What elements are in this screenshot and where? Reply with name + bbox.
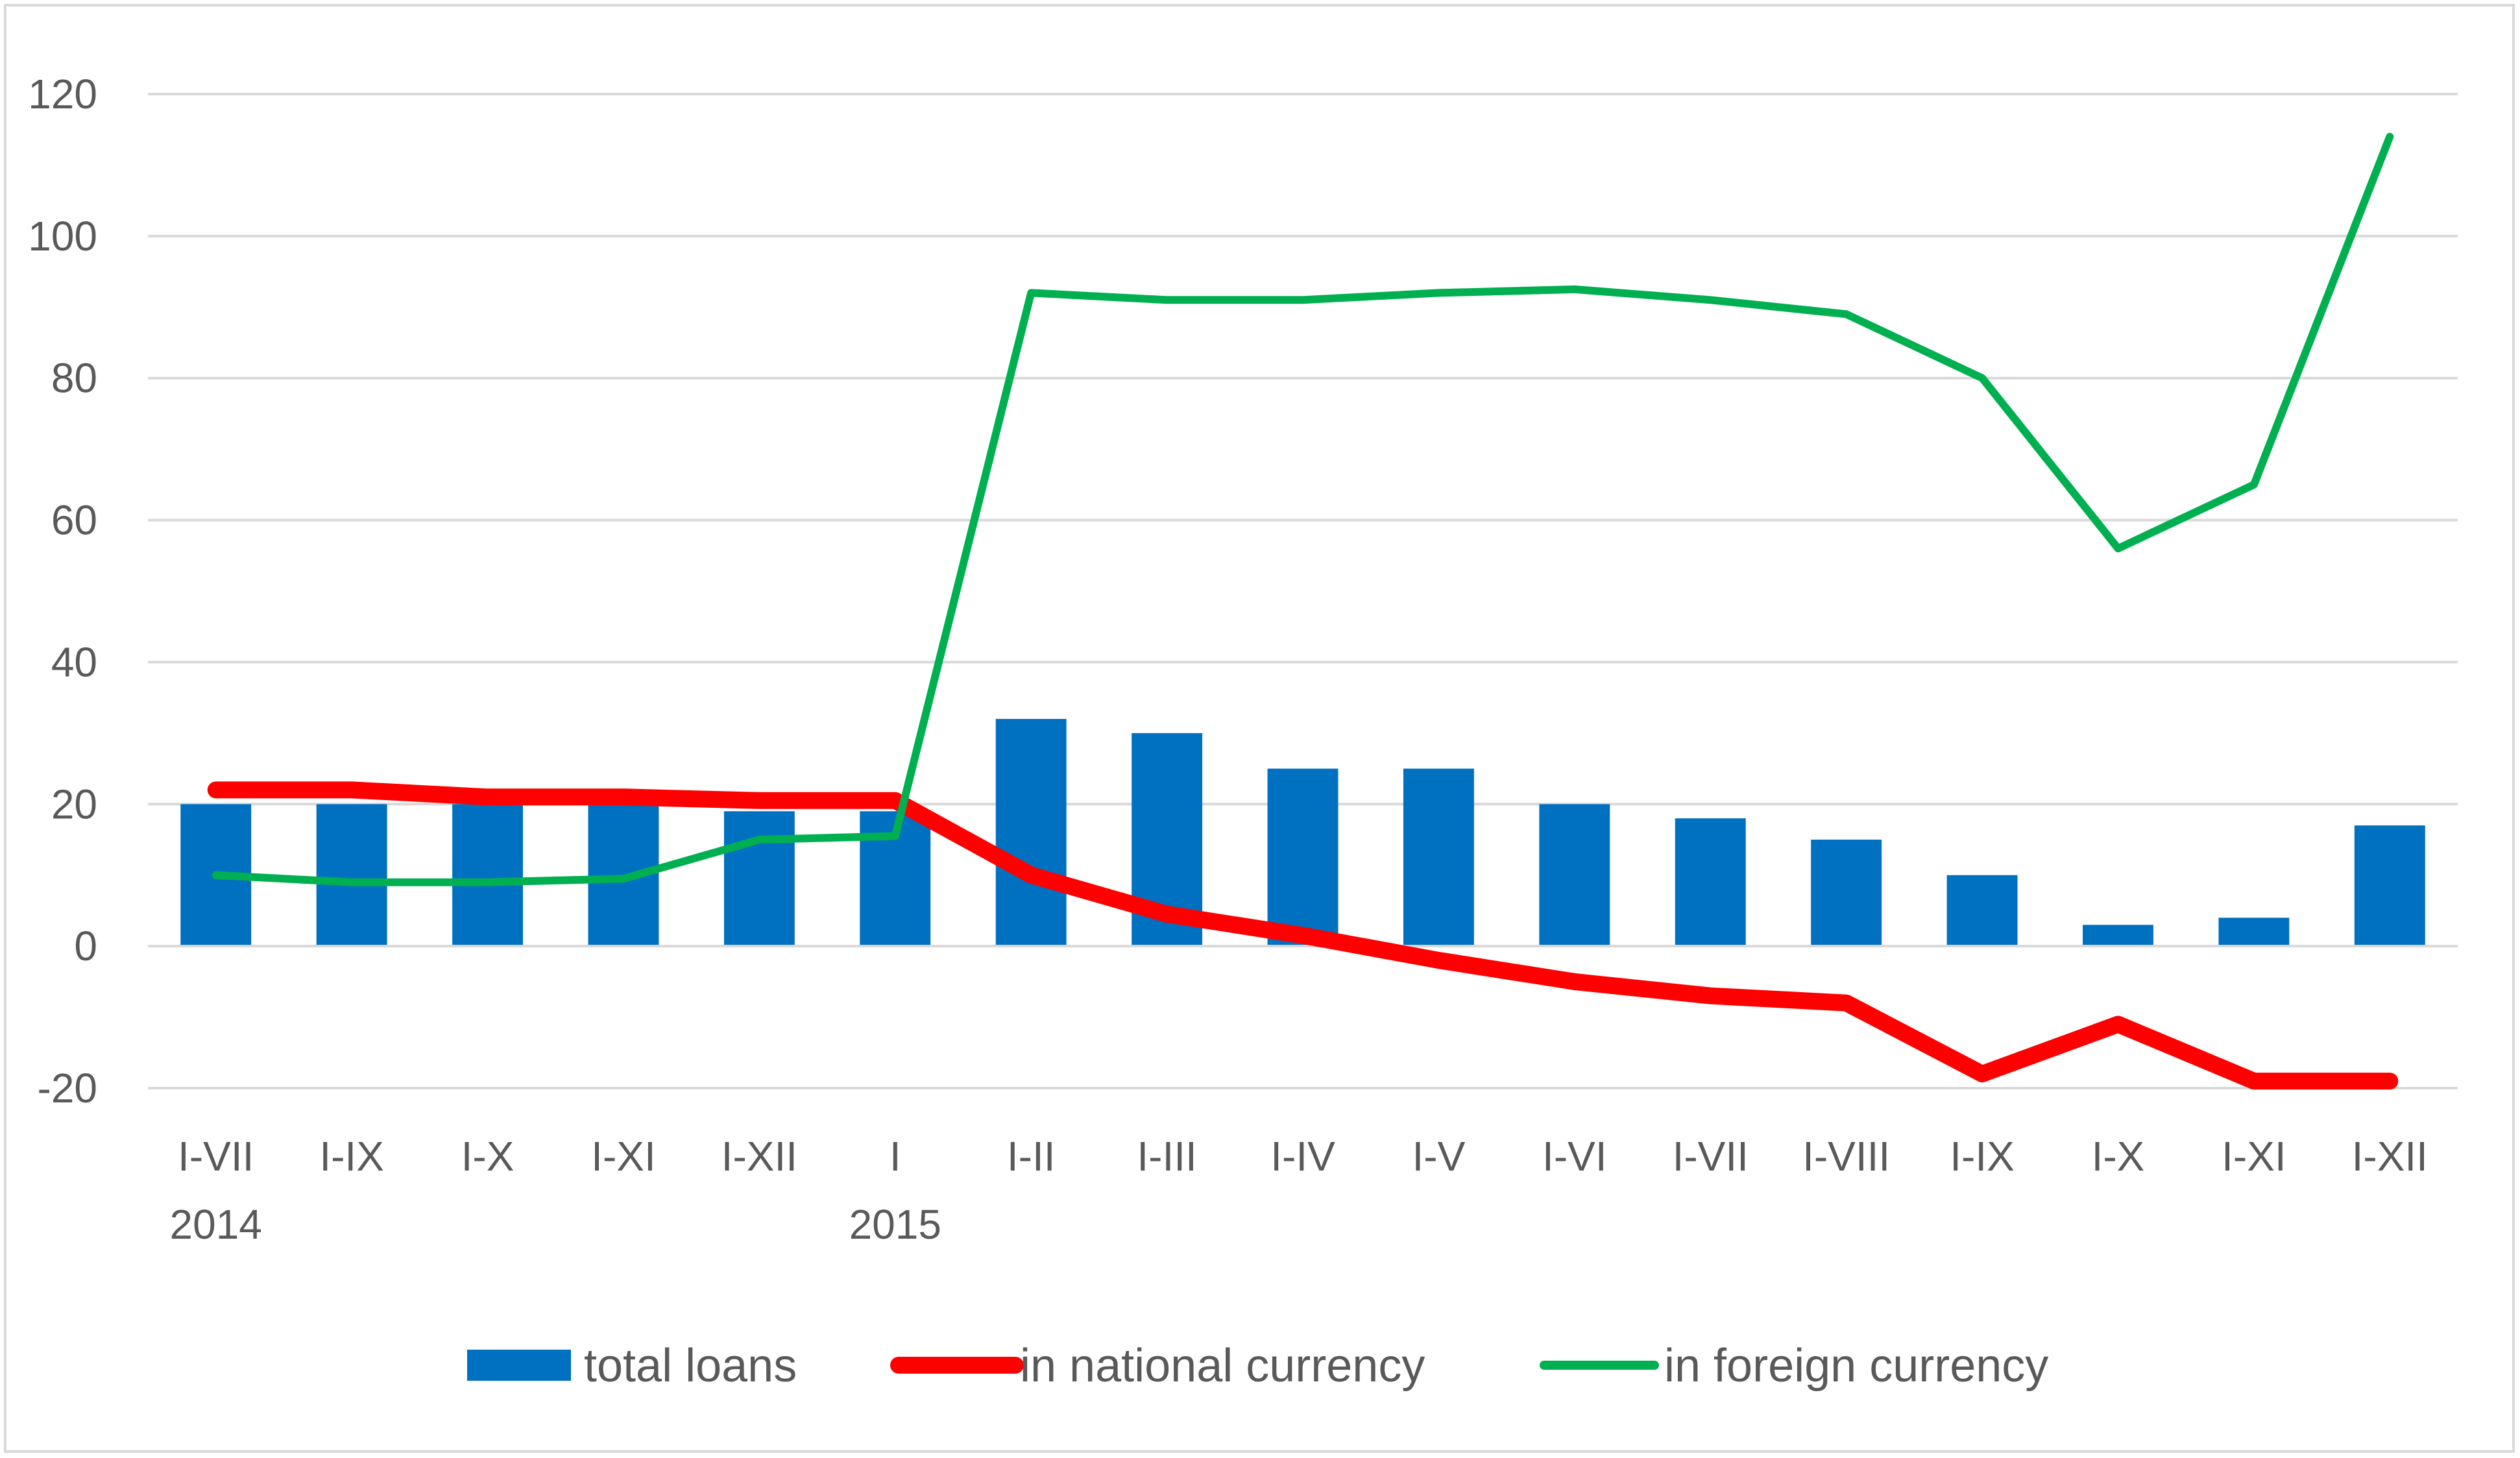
x-tick-label: I-XI — [591, 1133, 656, 1180]
bar-total-loans — [2354, 825, 2425, 947]
bar-total-loans — [1675, 818, 1746, 947]
x-tick-label: I-VII — [178, 1133, 254, 1180]
x-tick-label: I-XII — [2352, 1133, 2428, 1180]
bar-total-loans — [452, 804, 523, 947]
y-tick-label: 80 — [51, 355, 97, 402]
bar-total-loans — [1403, 768, 1474, 947]
bar-total-loans — [1946, 875, 2018, 947]
x-tick-label: I-VI — [1542, 1133, 1607, 1180]
legend-swatch-bar — [467, 1350, 571, 1381]
series-lines — [207, 132, 2399, 1090]
x-tick-label: I-XII — [721, 1133, 797, 1180]
y-tick-label: 40 — [51, 638, 97, 685]
chart-frame — [4, 4, 2515, 1453]
legend-label: in foreign currency — [1664, 1340, 2048, 1392]
bar-total-loans — [2083, 925, 2153, 947]
legend: total loans in national currency in foreig… — [467, 1340, 2048, 1392]
bar-total-loans — [1267, 768, 1339, 947]
x-tick-label: I-II — [1007, 1133, 1056, 1180]
y-tick-label: 60 — [51, 497, 97, 544]
legend-label: in national currency — [1020, 1340, 1425, 1392]
bar-total-loans — [316, 804, 387, 947]
x-tick-label: I-X — [461, 1133, 515, 1180]
line-in-national-currency — [207, 781, 2399, 1090]
y-tick-label: 0 — [74, 923, 97, 969]
y-tick-label: 120 — [28, 71, 97, 117]
y-tick-label: 20 — [51, 781, 97, 827]
x-year-label: 2014 — [170, 1201, 262, 1248]
x-tick-label: I-III — [1137, 1133, 1196, 1180]
y-axis-tick-labels: -20 0 20 40 60 80 100 120 — [28, 71, 97, 1112]
total-loans-bars — [180, 718, 2425, 947]
bar-total-loans — [723, 811, 795, 947]
x-axis-tick-labels: I-VII I-IX I-X I-XI I-XII I I-II I-III I-IV I-V I-… — [170, 1133, 2428, 1248]
bar-total-loans — [995, 718, 1067, 947]
y-tick-label: 100 — [28, 213, 97, 260]
x-tick-label: I-X — [2092, 1133, 2145, 1180]
x-tick-label: I-VII — [1673, 1133, 1749, 1180]
x-tick-label: I-IX — [319, 1133, 384, 1180]
y-tick-label: -20 — [38, 1065, 98, 1112]
x-tick-label: I-IV — [1270, 1133, 1335, 1180]
x-tick-label: I — [890, 1133, 901, 1180]
x-year-label: 2015 — [849, 1201, 941, 1248]
x-tick-label: I-XI — [2222, 1133, 2286, 1180]
line-in-foreign-currency — [212, 132, 2394, 886]
x-tick-label: I-VIII — [1802, 1133, 1890, 1180]
bar-total-loans — [2218, 917, 2290, 947]
bar-total-loans — [1539, 804, 1610, 947]
x-tick-label: I-V — [1412, 1133, 1466, 1180]
legend-label: total loans — [584, 1340, 797, 1392]
bar-total-loans — [1811, 840, 1882, 947]
x-tick-label: I-IX — [1950, 1133, 2015, 1180]
